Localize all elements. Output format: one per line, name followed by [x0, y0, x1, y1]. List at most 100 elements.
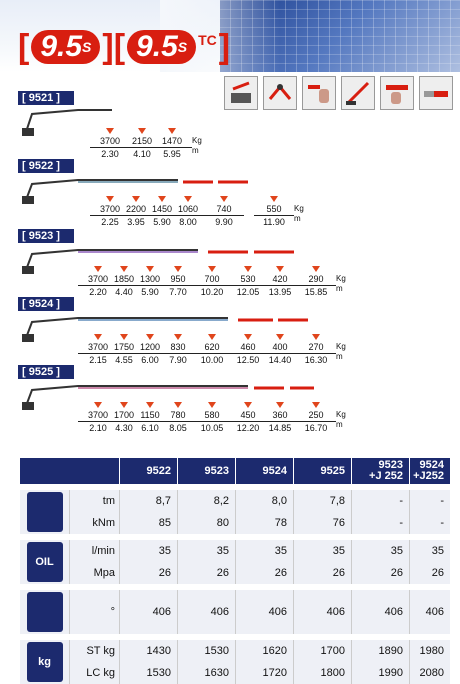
weight-icon: kg [26, 642, 63, 682]
load-point: 3700 2.25 [90, 196, 130, 227]
group-icon-cell [20, 590, 70, 634]
table-row: LC kg 1530 1630 1720 1800 1990 2080 [70, 662, 450, 684]
table-cell: 7,8 [293, 490, 351, 512]
spec-group: kg ST kg 1430 1530 1620 1700 1890 1980 LC kg 1530… [20, 640, 450, 684]
load-marker-icon [158, 196, 166, 202]
col-header: 9523 [177, 458, 235, 484]
load-marker-icon [270, 196, 278, 202]
load-marker-icon [94, 402, 102, 408]
load-kg: 2200 [116, 204, 156, 216]
table-cell: 1430 [119, 640, 177, 662]
load-radius: 5.95 [163, 149, 181, 159]
load-kg: 550 [254, 204, 294, 216]
table-cell: 26 [119, 562, 177, 584]
table-cell: 26 [351, 562, 409, 584]
load-point: 1200 6.00 [130, 334, 170, 365]
load-kg: 3700 [78, 274, 118, 286]
load-marker-icon [146, 266, 154, 272]
load-radius: 2.30 [101, 149, 119, 159]
crane-diagram [22, 179, 248, 204]
table-cell: 35 [293, 540, 351, 562]
load-point: 950 7.70 [158, 266, 198, 297]
load-kg: 530 [228, 274, 268, 286]
crane-diagram [22, 249, 294, 274]
load-point: 3700 2.30 [90, 128, 130, 159]
load-radius: 5.90 [153, 217, 171, 227]
table-row: l/min 35 35 35 35 35 35 [70, 540, 450, 562]
unit-kg: Kg [336, 274, 346, 283]
load-kg: 420 [260, 274, 300, 286]
load-marker-icon [276, 266, 284, 272]
load-marker-icon [138, 128, 146, 134]
load-marker-icon [244, 402, 252, 408]
load-kg: 3700 [90, 204, 130, 216]
load-marker-icon [276, 334, 284, 340]
table-row: kNm 85 80 78 76- - [70, 512, 450, 534]
header-banner: [ 9.5S ][ 9.5S TC ] [0, 0, 460, 72]
load-kg: 270 [296, 342, 336, 354]
crane-diagram [22, 385, 314, 410]
load-radius: 2.25 [101, 217, 119, 227]
load-radius: 13.95 [268, 287, 292, 297]
load-point: 250 16.70 [296, 402, 336, 433]
table-cell: 1890 [351, 640, 409, 662]
load-marker-icon [312, 334, 320, 340]
load-point: 1300 5.90 [130, 266, 170, 297]
logo-model-2: 9.5S [127, 30, 197, 64]
load-point: 2200 3.95 [116, 196, 156, 227]
load-kg: 2150 [122, 136, 162, 148]
table-cell: 406 [119, 590, 177, 634]
table-cell: 26 [235, 562, 293, 584]
load-radius: 8.00 [179, 217, 197, 227]
table-row: ST kg 1430 1530 1620 1700 1890 1980 [70, 640, 450, 662]
group-icon-cell [20, 490, 70, 534]
load-radius: 7.90 [169, 355, 187, 365]
load-point: 460 12.50 [228, 334, 268, 365]
crane-diagram [22, 109, 112, 136]
load-point: 830 7.90 [158, 334, 198, 365]
oil-icon: OIL [26, 542, 63, 582]
load-point: 620 10.00 [192, 334, 232, 365]
load-point: 3700 2.15 [78, 334, 118, 365]
table-cell: 35 [235, 540, 293, 562]
product-logo: [ 9.5S ][ 9.5S TC ] [18, 30, 230, 64]
row-unit: LC kg [86, 667, 115, 679]
section-9525: [ 9525 ] 3700 2.10 1700 4.30 1150 6.10 780 8.05… [18, 362, 448, 434]
table-cell: 2080 [409, 662, 450, 684]
table-cell: - [409, 512, 450, 534]
load-point: 1150 6.10 [130, 402, 170, 433]
table-cell: 8,7 [119, 490, 177, 512]
load-kg: 830 [158, 342, 198, 354]
load-marker-icon [106, 128, 114, 134]
load-marker-icon [168, 128, 176, 134]
load-point: 780 8.05 [158, 402, 198, 433]
logo-model-1: 9.5S [31, 30, 101, 64]
load-radius: 10.20 [200, 287, 224, 297]
table-cell: 26 [293, 562, 351, 584]
load-point: 1700 4.30 [104, 402, 144, 433]
header-spacer [20, 458, 119, 484]
load-point: 3700 2.20 [78, 266, 118, 297]
table-cell: 1720 [235, 662, 293, 684]
load-radius: 10.05 [200, 423, 224, 433]
load-marker-icon [174, 266, 182, 272]
table-cell: 80 [177, 512, 235, 534]
col-header: 9523 +J 252 [351, 458, 409, 484]
load-point: 1450 5.90 [142, 196, 182, 227]
table-cell: 1990 [351, 662, 409, 684]
load-radius: 14.40 [268, 355, 292, 365]
col-header: 9522 [119, 458, 177, 484]
load-kg: 700 [192, 274, 232, 286]
table-header: 9522 9523 9524 9525 9523 +J 252 9524 +J2… [20, 458, 450, 484]
logo-bracket-right: ] [218, 28, 231, 66]
load-marker-icon [94, 334, 102, 340]
load-kg: 950 [158, 274, 198, 286]
load-marker-icon [220, 196, 228, 202]
table-cell: 76 [293, 512, 351, 534]
load-kg: 360 [260, 410, 300, 422]
load-radius: 7.70 [169, 287, 187, 297]
load-radius: 2.15 [89, 355, 107, 365]
unit-kg: Kg [294, 204, 304, 213]
crane-diagram [22, 317, 308, 342]
load-point: 360 14.85 [260, 402, 300, 433]
